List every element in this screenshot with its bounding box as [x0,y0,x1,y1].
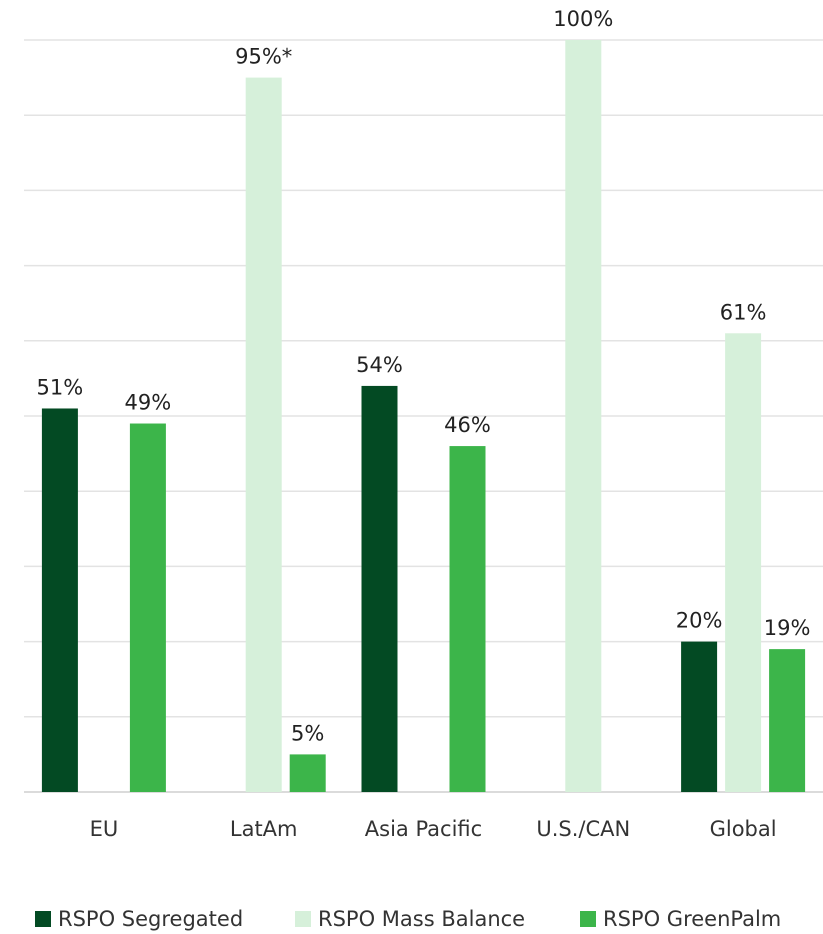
x-tick-label: Asia Pacific [365,817,482,841]
bar [41,408,78,792]
value-label: 61% [720,300,767,324]
bar [681,641,718,792]
bar [129,423,166,792]
bar [449,446,486,792]
x-tick-label: Global [710,817,777,841]
bar [725,333,762,792]
value-label: 49% [125,391,172,415]
legend-swatch [580,911,596,927]
x-tick-label: EU [90,817,119,841]
value-label: 51% [37,375,84,399]
bar [361,385,398,792]
value-label: 100% [553,7,613,31]
x-tick-label: LatAm [230,817,298,841]
value-label: 95%* [235,45,292,69]
bar [245,77,282,793]
value-label: 54% [356,353,403,377]
legend-label: RSPO GreenPalm [603,907,781,931]
value-label: 20% [676,609,723,633]
legend-swatch [295,911,311,927]
bar [289,754,326,792]
value-label: 46% [444,413,491,437]
legend-label: RSPO Mass Balance [318,907,525,931]
x-tick-label: U.S./CAN [536,817,630,841]
bar [565,40,602,792]
legend-swatch [35,911,51,927]
bar [769,649,806,792]
value-label: 5% [291,721,324,745]
value-label: 19% [764,616,811,640]
legend-label: RSPO Segregated [58,907,243,931]
